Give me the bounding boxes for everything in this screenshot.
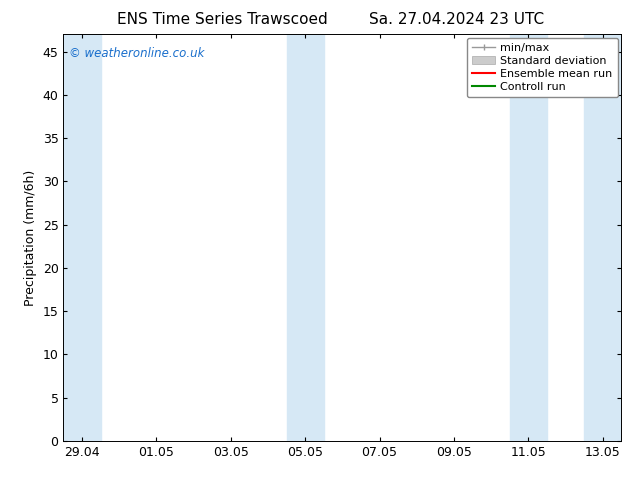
Y-axis label: Precipitation (mm/6h): Precipitation (mm/6h)	[24, 170, 37, 306]
Bar	[287, 34, 324, 441]
Text: © weatheronline.co.uk: © weatheronline.co.uk	[69, 47, 204, 59]
Legend: min/max, Standard deviation, Ensemble mean run, Controll run: min/max, Standard deviation, Ensemble me…	[467, 38, 618, 97]
Bar	[63, 34, 101, 441]
Bar	[584, 34, 621, 441]
Text: ENS Time Series Trawscoed: ENS Time Series Trawscoed	[117, 12, 327, 27]
Text: Sa. 27.04.2024 23 UTC: Sa. 27.04.2024 23 UTC	[369, 12, 544, 27]
Bar	[510, 34, 547, 441]
